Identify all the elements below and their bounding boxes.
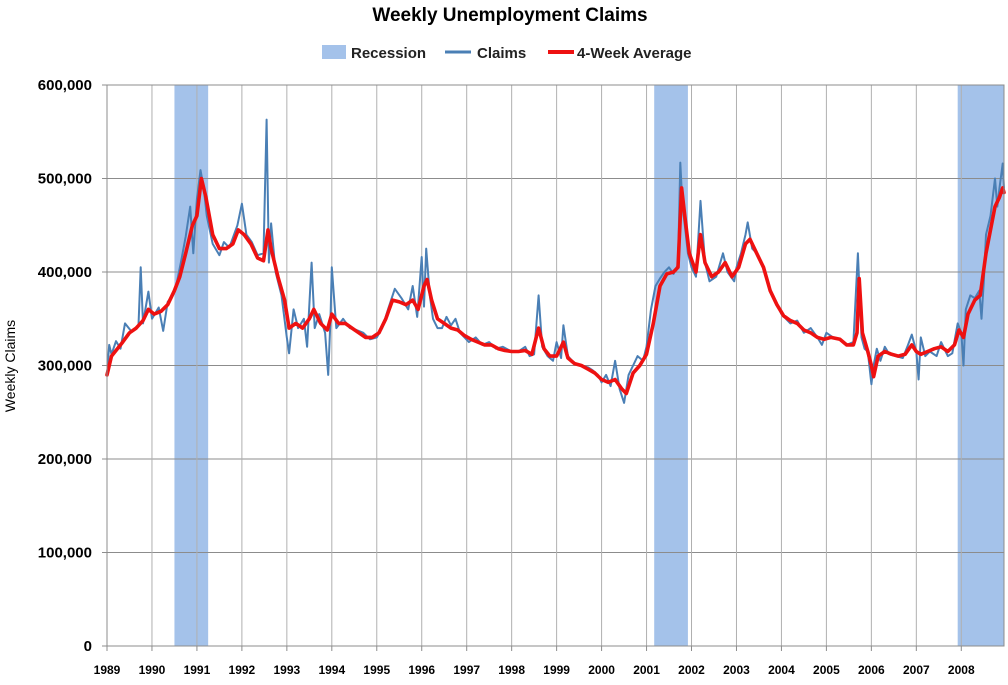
- x-tick-label: 2008: [948, 663, 975, 677]
- x-tick-label: 2000: [588, 663, 615, 677]
- x-tick-label: 1992: [229, 663, 256, 677]
- x-tick-label: 1995: [363, 663, 390, 677]
- series-line-four-week-average: [105, 176, 1006, 396]
- x-tick-label: 2004: [768, 663, 795, 677]
- chart-title: Weekly Unemployment Claims: [372, 5, 647, 26]
- x-tick-label: 2007: [903, 663, 930, 677]
- y-tick-label: 400,000: [38, 264, 92, 281]
- legend-label: Recession: [351, 45, 426, 62]
- x-tick-label: 2001: [633, 663, 660, 677]
- plot-area: [105, 84, 1006, 647]
- y-tick-label: 0: [84, 638, 92, 655]
- y-tick-label: 300,000: [38, 358, 92, 375]
- y-tick-label: 600,000: [38, 77, 92, 94]
- y-axis: 0 100,000 200,000 300,000 400,000 500,000 600,…: [38, 77, 107, 655]
- x-tick-label: 1993: [273, 663, 300, 677]
- x-tick-label: 1998: [498, 663, 525, 677]
- legend: Recession Claims 4-Week Average: [322, 45, 692, 62]
- x-tick-label: 1994: [318, 663, 345, 677]
- x-tick-label: 2005: [813, 663, 840, 677]
- x-tick-label: 2003: [723, 663, 750, 677]
- legend-label: Claims: [477, 45, 526, 62]
- x-tick-label: 1997: [453, 663, 480, 677]
- y-tick-label: 500,000: [38, 171, 92, 188]
- legend-label: 4-Week Average: [577, 45, 692, 62]
- x-axis: 1989 1990 1991 1992 1993 1994 1995 1996 1997 1998…: [94, 646, 975, 677]
- legend-swatch-recession: [322, 45, 346, 59]
- x-tick-label: 2006: [858, 663, 885, 677]
- x-tick-label: 1991: [184, 663, 211, 677]
- x-tick-label: 1999: [543, 663, 570, 677]
- x-tick-label: 1989: [94, 663, 121, 677]
- y-tick-label: 200,000: [38, 451, 92, 468]
- x-tick-label: 1996: [408, 663, 435, 677]
- y-tick-label: 100,000: [38, 545, 92, 562]
- y-axis-label: Weekly Claims: [2, 320, 18, 412]
- x-tick-label: 1990: [139, 663, 166, 677]
- x-tick-label: 2002: [678, 663, 705, 677]
